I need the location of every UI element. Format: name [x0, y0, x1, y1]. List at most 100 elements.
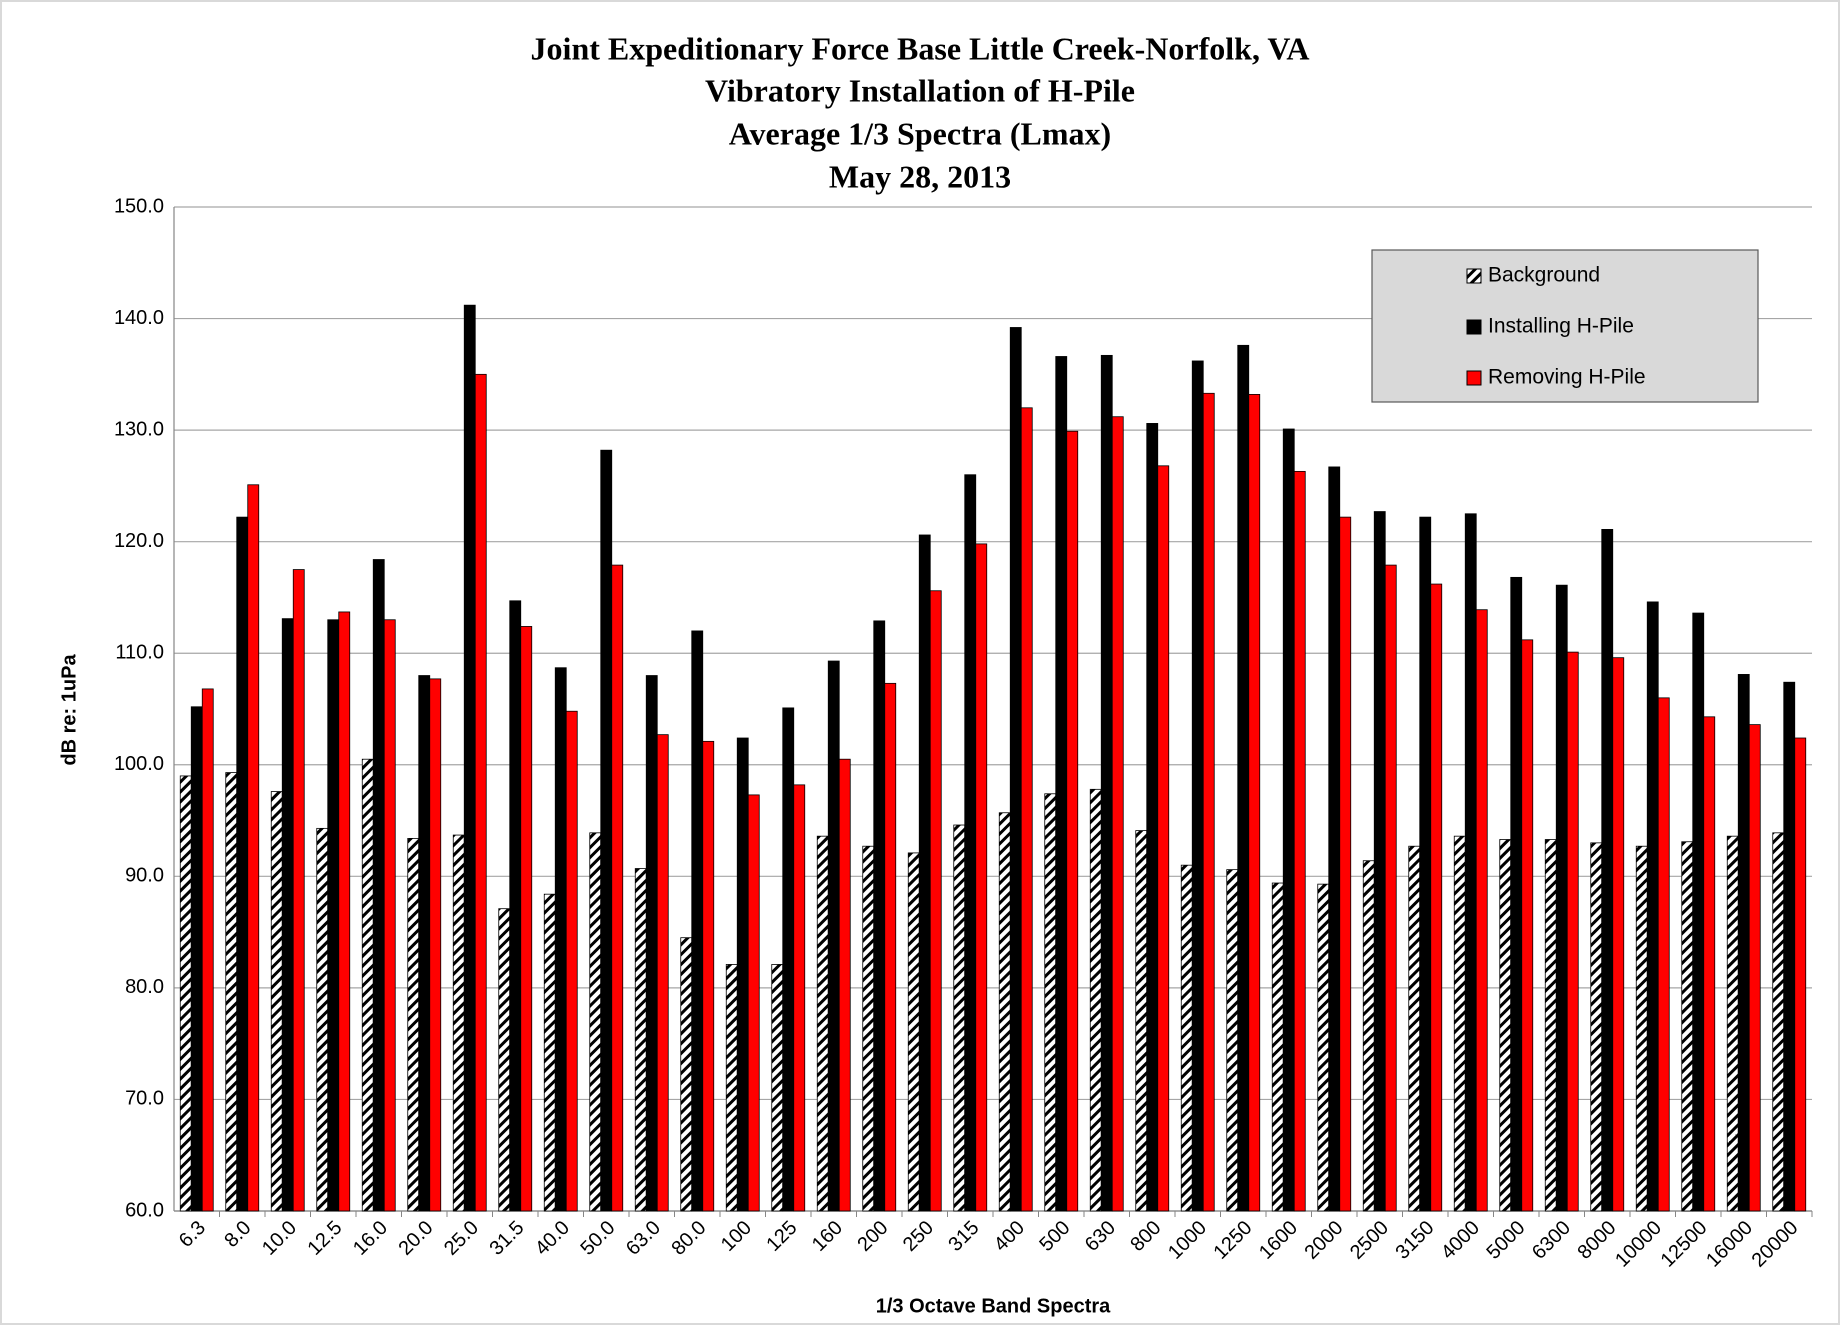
y-tick-label: 150.0	[114, 195, 164, 217]
bar	[929, 590, 942, 1212]
bar	[873, 620, 886, 1212]
bar	[1510, 576, 1523, 1212]
bar	[862, 845, 875, 1212]
bar	[1282, 428, 1295, 1212]
bar	[316, 827, 329, 1212]
bar	[1726, 835, 1739, 1212]
x-axis-title: 1/3 Octave Band Spectra	[876, 1295, 1111, 1317]
bar	[201, 688, 214, 1212]
bar	[463, 304, 476, 1212]
bar	[1180, 864, 1193, 1212]
y-axis-title: dB re: 1uPa	[58, 654, 80, 766]
bar	[1453, 835, 1466, 1212]
bar	[190, 706, 203, 1212]
bar	[1009, 327, 1022, 1212]
bar	[1737, 674, 1750, 1212]
chart-title: Joint Expeditionary Force Base Little Cr…	[531, 30, 1310, 66]
bar	[1373, 511, 1386, 1212]
bar	[1066, 430, 1079, 1212]
bar	[782, 707, 795, 1212]
bar	[338, 611, 351, 1212]
bar	[1020, 407, 1033, 1212]
y-tick-label: 80.0	[125, 976, 164, 998]
bar	[656, 734, 669, 1212]
bar	[429, 678, 442, 1212]
bar	[1339, 516, 1352, 1212]
bar	[281, 618, 294, 1212]
bar	[1111, 416, 1124, 1212]
y-tick-label: 130.0	[114, 418, 164, 440]
bar	[509, 600, 522, 1212]
bar	[1772, 832, 1785, 1212]
bar	[452, 834, 465, 1212]
bar	[1044, 793, 1057, 1212]
bar	[998, 812, 1011, 1212]
legend-label: Removing H-Pile	[1488, 366, 1646, 389]
bar	[1226, 869, 1239, 1212]
bar	[1692, 612, 1705, 1212]
bar	[520, 626, 533, 1212]
bar	[498, 908, 511, 1212]
bar	[964, 474, 977, 1212]
bar	[1419, 516, 1432, 1212]
bar	[1499, 839, 1512, 1212]
bar	[372, 559, 385, 1212]
bar	[1646, 601, 1659, 1212]
bar	[179, 775, 192, 1212]
bar	[634, 868, 647, 1212]
bar	[1601, 528, 1614, 1212]
y-tick-label: 90.0	[125, 865, 164, 887]
bar	[747, 794, 760, 1212]
bar	[418, 675, 431, 1212]
y-tick-label: 60.0	[125, 1199, 164, 1221]
bar	[680, 937, 693, 1212]
bar	[270, 791, 283, 1212]
bar	[565, 710, 578, 1212]
bar	[554, 667, 567, 1212]
bar	[1100, 354, 1113, 1212]
bar	[225, 772, 238, 1212]
bar	[1783, 681, 1796, 1212]
bar	[702, 740, 715, 1212]
legend-swatch	[1466, 268, 1482, 284]
bar	[1475, 609, 1488, 1212]
bar	[907, 852, 920, 1212]
bar	[1566, 651, 1579, 1212]
bar	[725, 964, 738, 1212]
bar	[1408, 845, 1421, 1212]
bar	[474, 373, 487, 1212]
legend-label: Installing H-Pile	[1488, 315, 1634, 338]
bar	[247, 484, 260, 1212]
bar	[589, 832, 602, 1212]
bar	[1555, 584, 1568, 1212]
bar	[1135, 830, 1148, 1212]
bar	[1248, 394, 1261, 1212]
bar	[953, 824, 966, 1212]
bar	[1293, 470, 1306, 1212]
bar	[1748, 724, 1761, 1212]
bar	[1146, 423, 1159, 1212]
y-tick-label: 100.0	[114, 753, 164, 775]
bar	[292, 569, 305, 1212]
bar	[1191, 360, 1204, 1212]
bar	[327, 619, 340, 1212]
bar	[918, 534, 931, 1212]
bar	[645, 675, 658, 1212]
bar	[816, 835, 829, 1212]
bar	[1328, 466, 1341, 1212]
chart-title: Average 1/3 Spectra (Lmax)	[729, 115, 1111, 151]
bar	[1635, 845, 1648, 1212]
bar	[1157, 465, 1170, 1212]
bar	[1794, 737, 1807, 1212]
bar	[1521, 639, 1534, 1212]
bar	[1703, 716, 1716, 1212]
bar	[1271, 882, 1284, 1212]
bar	[1362, 860, 1375, 1212]
y-tick-label: 140.0	[114, 307, 164, 329]
bar	[838, 758, 851, 1212]
bar	[1544, 839, 1557, 1212]
bar	[543, 893, 556, 1212]
bar	[600, 449, 613, 1212]
bar	[407, 838, 420, 1212]
